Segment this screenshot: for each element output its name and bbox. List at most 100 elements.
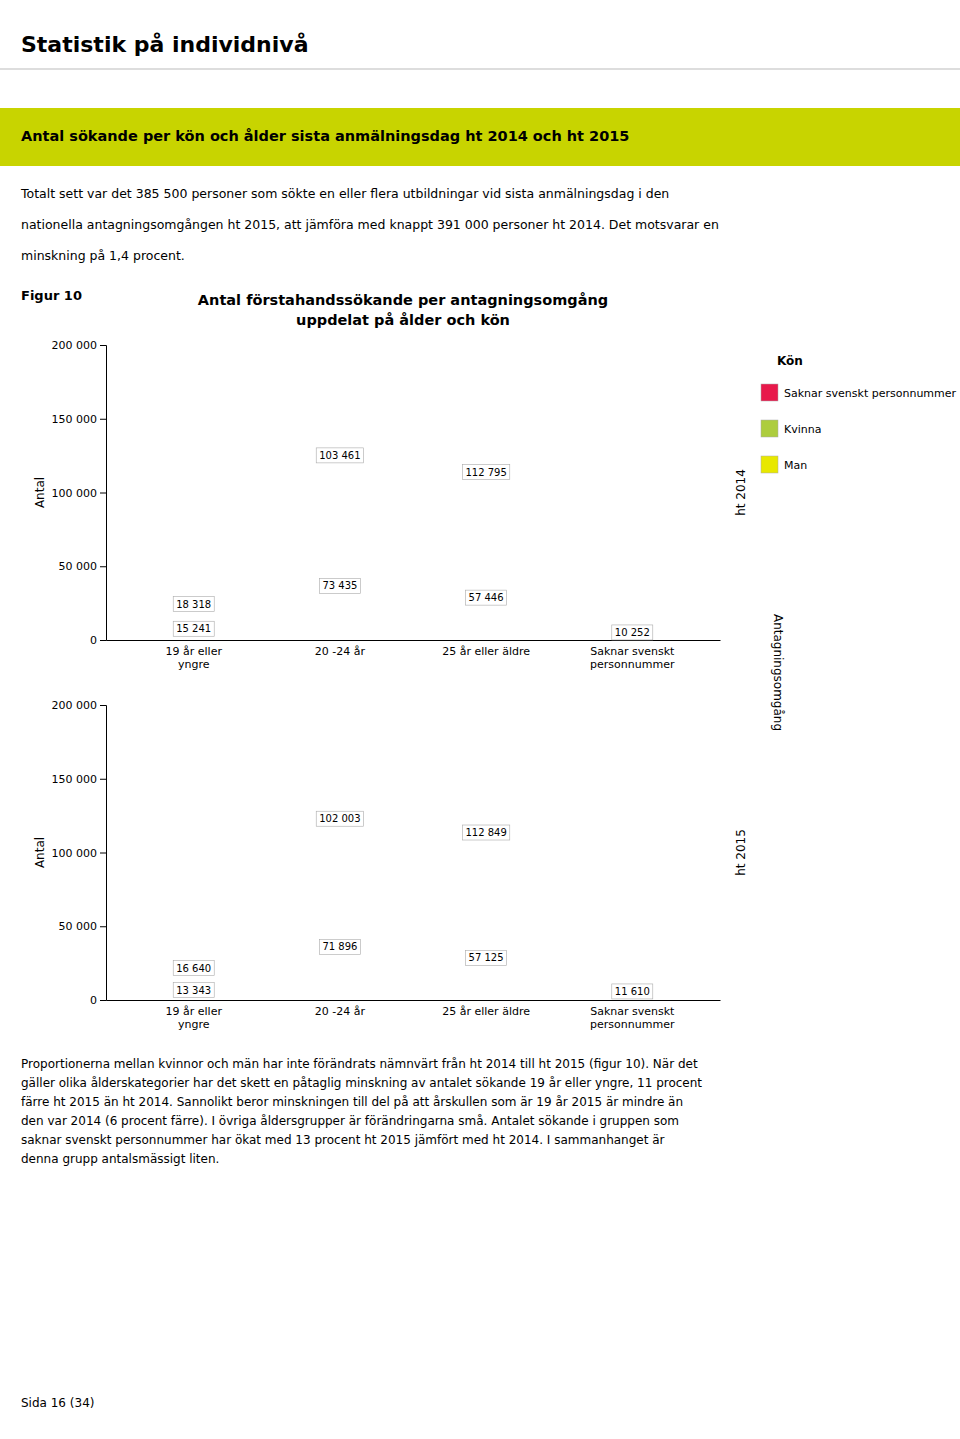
data-label: 112 849 xyxy=(462,825,509,840)
y-tick: 50 000 xyxy=(59,560,107,573)
data-label-text: 102 003 xyxy=(319,813,360,824)
tick-label: 19 år elleryngre xyxy=(165,1005,222,1031)
data-label: 112 795 xyxy=(462,465,509,480)
y-axis-title: Antal xyxy=(33,477,47,508)
data-label: 57 446 xyxy=(466,590,507,605)
panel-label: ht 2014 xyxy=(734,469,748,516)
data-label-box xyxy=(173,983,214,998)
data-label-text: 15 241 xyxy=(176,623,211,634)
body-text: nationella antagningsomgången ht 2015, a… xyxy=(21,217,719,232)
axis-line xyxy=(100,706,107,1001)
bottom-text: Proportionerna mellan kvinnor och män ha… xyxy=(21,1057,698,1071)
legend-swatch xyxy=(761,384,778,401)
tick-label: 0 xyxy=(90,634,97,647)
tick-mark xyxy=(100,853,106,854)
y-axis-title: Antal xyxy=(33,837,47,868)
tick-label-line: 19 år eller xyxy=(165,1005,222,1018)
x-tick: Saknar svensktpersonnummer xyxy=(590,645,675,671)
y-axis: 050 000100 000150 000200 000 xyxy=(52,699,107,1007)
bottom-text: den var 2014 (6 procent färre). I övriga… xyxy=(21,1114,679,1128)
legend-swatch xyxy=(761,420,778,437)
axis-line xyxy=(100,346,107,641)
tick-label-line: Saknar svenskt xyxy=(590,645,675,658)
tick-label: 100 000 xyxy=(52,487,98,500)
page-title: Statistik på individnivå xyxy=(21,32,308,57)
data-label-box xyxy=(462,465,509,480)
y-tick: 100 000 xyxy=(52,487,107,500)
tick-label-line: 19 år eller xyxy=(165,645,222,658)
y-tick: 0 xyxy=(90,634,106,647)
tick-mark xyxy=(100,640,106,641)
data-label-box xyxy=(316,811,363,826)
tick-mark xyxy=(100,566,106,567)
x-tick: 20 -24 år xyxy=(315,1005,366,1018)
y-axis: 0 50 000 100 000 150 000 200 000 xyxy=(52,339,107,647)
tick-label: 150 000 xyxy=(52,773,98,786)
data-label: 10 252 xyxy=(612,625,653,640)
legend-swatch xyxy=(761,456,778,473)
tick-label: 100 000 xyxy=(52,847,98,860)
data-label-text: 71 896 xyxy=(322,941,357,952)
data-label: 15 241 xyxy=(173,621,214,636)
y-tick: 0 xyxy=(90,994,106,1007)
tick-label-line: 20 -24 år xyxy=(315,645,366,658)
data-label: 16 640 xyxy=(173,961,214,976)
bottom-text: saknar svenskt personnummer har ökat med… xyxy=(21,1133,665,1147)
data-label: 103 461 xyxy=(316,448,363,463)
data-label-box xyxy=(466,590,507,605)
tick-label: 25 år eller äldre xyxy=(442,645,530,658)
header-text: Antal sökande per kön och ålder sista an… xyxy=(21,128,629,144)
tick-label-line: personnummer xyxy=(590,1018,675,1031)
x-tick: 19 år elleryngre xyxy=(165,645,222,671)
data-label-text: 11 610 xyxy=(615,986,650,997)
data-label-text: 18 318 xyxy=(176,599,211,610)
data-label-text: 73 435 xyxy=(322,580,357,591)
data-label: 18 318 xyxy=(173,597,214,612)
body-text: minskning på 1,4 procent. xyxy=(21,248,185,263)
legend: KönSaknar svenskt personnummerKvinnaMan xyxy=(761,354,957,473)
data-label-box xyxy=(612,984,653,999)
tick-label: Saknar svensktpersonnummer xyxy=(590,1005,675,1031)
data-label: 57 125 xyxy=(466,950,507,965)
tick-label-line: yngre xyxy=(178,1018,210,1031)
data-label: 11 610 xyxy=(612,984,653,999)
tick-label-line: 20 -24 år xyxy=(315,1005,366,1018)
figure-label: Figur 10 xyxy=(21,288,82,303)
legend-label: Saknar svenskt personnummer xyxy=(784,387,957,400)
x-tick: 20 -24 år xyxy=(315,645,366,658)
tick-label-line: 25 år eller äldre xyxy=(442,1005,530,1018)
data-label-text: 112 795 xyxy=(465,467,506,478)
bottom-text: färre ht 2015 än ht 2014. Sannolikt bero… xyxy=(21,1095,683,1109)
y-tick: 100 000 xyxy=(52,847,107,860)
y-tick: 200 000 xyxy=(52,699,107,712)
header-band xyxy=(0,108,960,166)
data-label: 102 003 xyxy=(316,811,363,826)
tick-label: 0 xyxy=(90,994,97,1007)
bottom-text: gäller olika ålderskategorier har det sk… xyxy=(21,1076,702,1090)
tick-label: 20 -24 år xyxy=(315,1005,366,1018)
tick-label-line: 25 år eller äldre xyxy=(442,645,530,658)
data-label-box xyxy=(316,448,363,463)
x-axis: 19 år elleryngre 20 -24 år 25 år eller äld… xyxy=(107,641,721,672)
body-text: Totalt sett var det 385 500 personer som… xyxy=(20,186,669,201)
tick-label-line: yngre xyxy=(178,658,210,671)
data-label-box xyxy=(319,939,360,954)
x-tick: Saknar svensktpersonnummer xyxy=(590,1005,675,1031)
bottom-text: denna grupp antalsmässigt liten. xyxy=(21,1152,219,1166)
data-label-text: 10 252 xyxy=(615,627,650,638)
tick-label: 200 000 xyxy=(52,699,98,712)
x-tick: 25 år eller äldre xyxy=(442,1005,530,1018)
chart: 0 50 000 100 000 150 000 200 000 Antal 19 år e… xyxy=(33,339,721,671)
data-labels: 10 252 15 241 73 435 57 446 18 318 103 461 112… xyxy=(173,448,653,640)
legend-title: Kön xyxy=(777,354,803,368)
tick-mark xyxy=(100,926,106,927)
data-label-box xyxy=(173,597,214,612)
y-tick: 150 000 xyxy=(52,413,107,426)
tick-label-line: Saknar svenskt xyxy=(590,1005,675,1018)
data-label-box xyxy=(173,621,214,636)
tick-label: 20 -24 år xyxy=(315,645,366,658)
data-label-box xyxy=(466,950,507,965)
data-label-text: 57 125 xyxy=(469,952,504,963)
y-tick: 200 000 xyxy=(52,339,107,352)
chart-title: Antal förstahandssökande per antagningso… xyxy=(198,292,608,308)
